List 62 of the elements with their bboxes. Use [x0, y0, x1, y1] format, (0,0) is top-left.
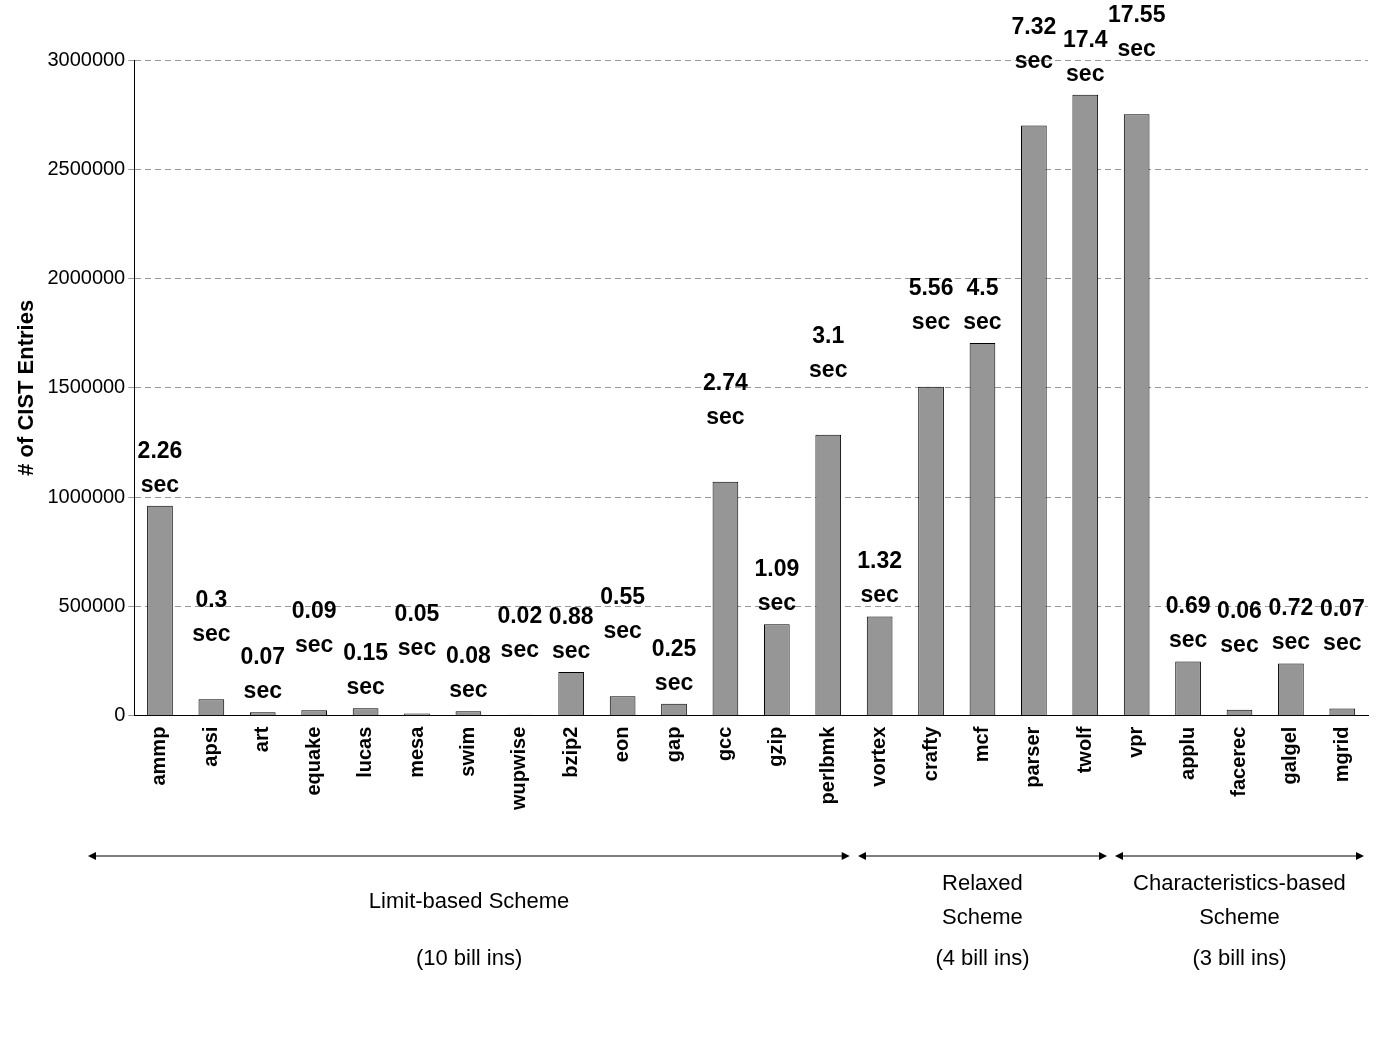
annotation: 0.08 sec — [446, 642, 491, 703]
annotation: 0.02 sec — [497, 601, 543, 662]
text: Relaxed Scheme — [941, 868, 1024, 931]
text: (3 bill ins) — [1191, 943, 1288, 972]
y-tick-label: 0 — [114, 703, 126, 726]
x-tick-label: twolf — [1072, 726, 1095, 774]
x-tick-label: applu — [1175, 726, 1198, 780]
annotation: 2.26 sec — [137, 436, 183, 497]
text: (4 bill ins) — [934, 943, 1031, 972]
x-tick-label: gzip — [764, 726, 787, 767]
x-tick-label: facerec — [1227, 726, 1249, 797]
annotation: 0.06 sec — [1217, 596, 1262, 657]
annotation: 0.55 sec — [600, 583, 646, 644]
annotation: 0.3 sec — [192, 586, 231, 647]
annotation: 17.4 sec — [1062, 25, 1108, 86]
x-tick-label: parser — [1021, 726, 1044, 788]
x-tick-label: galgel — [1278, 726, 1301, 785]
annotation: 0.25 sec — [651, 634, 697, 695]
x-tick-label: mesa — [404, 725, 427, 778]
y-tick-label: 2000000 — [47, 266, 126, 289]
x-tick-label: mgrid — [1329, 726, 1352, 783]
x-tick-label: art — [250, 726, 273, 753]
annotation: 0.69 sec — [1165, 592, 1211, 653]
x-tick-label: ammp — [147, 726, 170, 786]
annotation: 1.32 sec — [857, 547, 903, 608]
x-tick-label: apsi — [198, 726, 221, 767]
text: Limit-based Scheme — [367, 886, 571, 915]
annotation: 4.5 sec — [963, 274, 1002, 335]
x-tick-label: swim — [455, 726, 478, 777]
annotation: 0.07 sec — [1319, 595, 1365, 656]
x-tick-label: vpr — [1124, 726, 1147, 758]
annotation: 3.1 sec — [809, 321, 848, 382]
annotation: 1.09 sec — [754, 555, 800, 616]
annotation: 0.07 sec — [240, 643, 286, 704]
y-tick-label: 1500000 — [47, 375, 126, 398]
x-tick-label: eon — [610, 726, 633, 763]
annotation: 7.32 sec — [1011, 12, 1057, 73]
text: (10 bill ins) — [414, 943, 524, 972]
annotation: 0.15 sec — [343, 639, 389, 700]
text: Characteristics-based Scheme — [1132, 868, 1347, 931]
x-tick-label: equake — [301, 726, 324, 796]
x-tick-label: crafty — [918, 725, 941, 782]
x-tick-label: mcf — [969, 726, 992, 763]
annotation: 0.72 sec — [1268, 594, 1314, 655]
annotation: 5.56 sec — [908, 273, 954, 334]
annotation: 0.05 sec — [394, 600, 440, 661]
annotation: 17.55 sec — [1107, 1, 1166, 62]
x-tick-label: wupwise — [507, 726, 530, 812]
y-tick-label: 3000000 — [47, 47, 126, 70]
x-tick-label: vortex — [867, 726, 890, 787]
y-axis-title: # of CIST Entries — [13, 299, 39, 476]
x-tick-label: perlbmk — [815, 725, 838, 805]
x-tick-label: bzip2 — [558, 726, 581, 778]
x-tick-label: lucas — [353, 726, 376, 778]
y-tick-label: 2500000 — [47, 156, 126, 179]
x-tick-label: gap — [661, 726, 684, 763]
y-tick-label: 500000 — [58, 593, 126, 616]
x-tick-label: gcc — [712, 726, 735, 762]
annotation: 0.88 sec — [548, 602, 594, 663]
annotation: 0.09 sec — [291, 597, 337, 658]
y-tick-label: 1000000 — [47, 484, 126, 507]
annotation: 2.74 sec — [703, 368, 749, 429]
